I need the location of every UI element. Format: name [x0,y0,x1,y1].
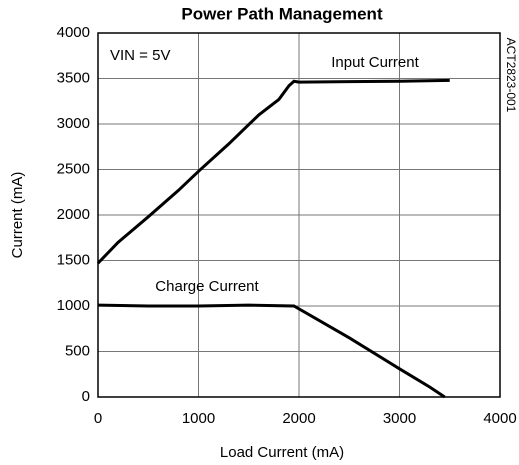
x-tick-label: 3000 [383,410,416,427]
x-axis-label: Load Current (mA) [220,444,344,461]
legend-label: Charge Current [155,278,259,295]
y-tick-label: 4000 [57,24,90,41]
y-tick-label: 1500 [57,251,90,268]
x-tick-label: 4000 [483,410,516,427]
y-tick-label: 0 [82,388,90,405]
y-tick-label: 1000 [57,297,90,314]
x-tick-label: 0 [94,410,102,427]
y-tick-label: 3000 [57,115,90,132]
y-tick-label: 500 [65,342,90,359]
y-tick-label: 2000 [57,206,90,223]
series-line [97,303,446,399]
y-tick-label: 2500 [57,160,90,177]
y-axis-label: Current (mA) [9,172,26,259]
legend-label: Input Current [331,54,419,71]
annotation: ACT2823-001 [504,38,518,113]
chart-title: Power Path Management [181,4,383,23]
plot-border [97,32,501,398]
annotation: VIN = 5V [110,47,170,64]
y-tick-label: 3500 [57,69,90,86]
x-tick-label: 2000 [282,410,315,427]
series-line [96,78,450,265]
x-tick-label: 1000 [182,410,215,427]
